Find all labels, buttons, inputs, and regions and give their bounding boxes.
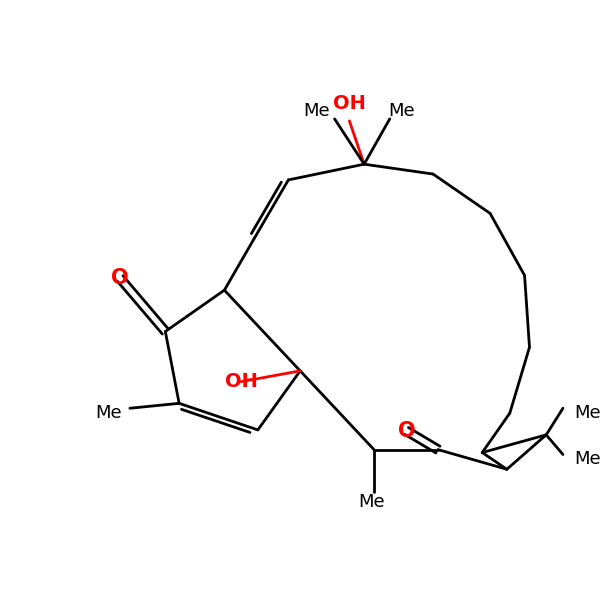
Text: Me: Me [95,404,122,422]
Text: O: O [111,268,129,289]
Text: Me: Me [359,493,385,511]
Text: Me: Me [304,102,330,120]
Text: Me: Me [574,451,600,469]
Text: Me: Me [388,102,415,120]
Text: Me: Me [574,404,600,422]
Text: OH: OH [333,94,366,113]
Text: O: O [398,421,415,441]
Text: OH: OH [224,372,257,391]
